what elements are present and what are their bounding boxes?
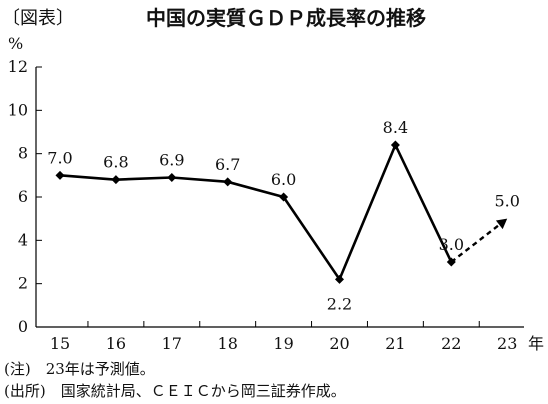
chart-ticks: 0 2 4 6 8 10 12 15 16 17 18 19 20 21 22 23 年: [8, 57, 544, 353]
x-axis-unit: 年: [528, 334, 544, 353]
data-label: 8.4: [383, 118, 408, 137]
y-tick-label: 2: [18, 274, 28, 293]
data-label: 3.0: [439, 235, 464, 254]
data-label: 7.0: [47, 148, 72, 167]
y-tick-label: 10: [8, 100, 28, 119]
y-tick-label: 0: [18, 317, 28, 336]
figure-tag: 〔図表〕: [2, 8, 74, 29]
x-tick-label: 23: [497, 334, 517, 353]
data-point: [446, 257, 456, 267]
chart-title: 中国の実質ＧＤＰ成長率の推移: [146, 6, 426, 30]
x-tick-label: 18: [218, 334, 238, 353]
forecast-arrowhead: [495, 218, 508, 230]
forecast-line: [450, 223, 501, 263]
data-label: 6.8: [103, 153, 128, 172]
data-label: 6.0: [271, 170, 296, 189]
data-label: 2.2: [327, 294, 352, 313]
x-tick-label: 21: [385, 334, 405, 353]
data-point: [223, 177, 233, 187]
y-tick-label: 12: [8, 57, 28, 76]
data-label: 5.0: [494, 192, 519, 211]
y-tick-label: 4: [18, 230, 28, 249]
x-tick-label: 19: [273, 334, 293, 353]
y-tick-label: 6: [18, 187, 28, 206]
series-line: [59, 141, 453, 283]
chart-data-labels: 7.0 6.8 6.9 6.7 6.0 2.2 8.4 3.0 5.0: [47, 118, 520, 313]
data-label: 6.9: [159, 151, 184, 170]
y-tick-label: 8: [18, 144, 28, 163]
x-tick-label: 20: [329, 334, 349, 353]
data-point: [55, 170, 65, 180]
data-point: [335, 274, 344, 284]
data-point: [111, 175, 121, 185]
source-note: (出所) 国家統計局、ＣＥＩＣから岡三証券作成。: [4, 382, 346, 400]
data-point: [167, 173, 177, 182]
footnote: (注) 23年は予測値。: [4, 360, 155, 378]
chart-series: [55, 140, 508, 284]
x-tick-label: 17: [162, 334, 182, 353]
data-label: 6.7: [215, 155, 240, 174]
x-tick-label: 15: [50, 334, 70, 353]
data-point: [390, 140, 400, 150]
x-tick-label: 22: [441, 334, 461, 353]
x-tick-label: 16: [106, 334, 126, 353]
data-point: [279, 192, 289, 202]
y-axis-unit: %: [8, 34, 24, 53]
